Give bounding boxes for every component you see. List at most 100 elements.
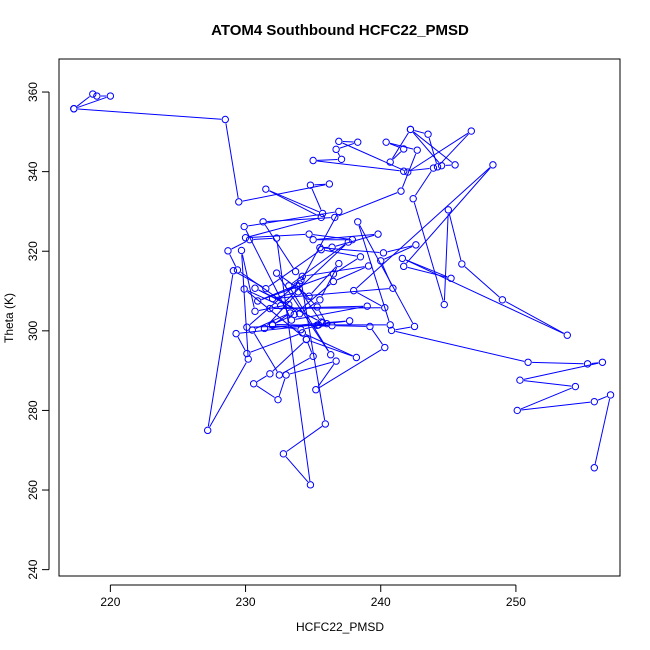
- data-point: [406, 125, 415, 134]
- data-point: [313, 303, 321, 311]
- data-point: [363, 302, 371, 310]
- data-point: [316, 243, 324, 252]
- data-point: [386, 158, 394, 166]
- series-segment: [443, 213, 449, 301]
- series-segment: [231, 241, 247, 250]
- data-point: [424, 130, 432, 138]
- data-point: [309, 235, 317, 244]
- plot-frame: [58, 58, 621, 577]
- data-point: [398, 254, 407, 263]
- series-segment: [407, 167, 430, 172]
- series-segment: [269, 190, 318, 217]
- chart-title: ATOM4 Southbound HCFC22_PMSD: [211, 22, 469, 39]
- series-segment: [523, 362, 599, 380]
- data-point: [306, 181, 315, 189]
- series-segment: [282, 357, 310, 374]
- series-segment: [389, 143, 401, 148]
- series-segment: [305, 334, 353, 357]
- data-point: [429, 164, 438, 172]
- data-point: [240, 285, 248, 293]
- series-segment: [240, 320, 346, 334]
- series-segment: [520, 387, 572, 410]
- data-point: [272, 234, 281, 242]
- y-tick-label: 340: [26, 161, 40, 181]
- x-tick-label: 240: [371, 595, 391, 609]
- series-segment: [407, 266, 448, 278]
- y-axis-label: Theta (K): [2, 293, 16, 343]
- series-segment: [323, 247, 380, 253]
- data-point: [337, 155, 346, 163]
- data-point: [377, 257, 385, 265]
- series-segment: [286, 425, 323, 452]
- data-point: [244, 355, 252, 363]
- data-point: [356, 253, 365, 261]
- data-point: [366, 322, 374, 331]
- data-point: [327, 351, 335, 359]
- data-point: [285, 282, 293, 290]
- series-segment: [521, 401, 591, 411]
- data-point: [266, 370, 274, 378]
- series-segment: [413, 131, 453, 163]
- data-point: [312, 386, 320, 394]
- data-point: [516, 376, 524, 384]
- series-segment: [278, 378, 286, 397]
- series-segment: [405, 259, 448, 278]
- data-point: [590, 397, 599, 406]
- series-segment: [318, 310, 326, 321]
- series-segment: [448, 213, 462, 261]
- series-segment: [311, 188, 322, 210]
- series-segment: [276, 241, 311, 481]
- series-segment: [384, 246, 413, 260]
- series-segment: [414, 171, 432, 196]
- data-point: [444, 206, 453, 214]
- series-segment: [276, 315, 291, 324]
- data-point: [262, 185, 270, 193]
- data-point: [93, 92, 101, 100]
- data-point: [297, 325, 305, 334]
- series-segment: [301, 284, 326, 421]
- data-point: [348, 235, 357, 244]
- series-segment: [237, 336, 246, 351]
- series-segment: [256, 375, 267, 383]
- series-segment: [356, 167, 491, 289]
- data-point: [489, 161, 497, 169]
- data-point: [243, 323, 251, 331]
- data-point: [325, 180, 334, 188]
- data-point: [349, 286, 358, 295]
- data-point: [335, 207, 343, 216]
- data-point: [409, 194, 417, 203]
- series-segment: [339, 142, 355, 149]
- data-point: [345, 317, 354, 325]
- series-points: [70, 90, 615, 489]
- series-segment: [428, 137, 437, 164]
- data-point: [389, 284, 397, 292]
- data-point: [400, 167, 408, 175]
- series-segment: [321, 266, 338, 297]
- data-point: [387, 326, 396, 335]
- series-segment: [597, 395, 608, 401]
- series-segment: [249, 217, 318, 238]
- x-axis: 220 230 240 250: [100, 584, 526, 609]
- y-tick-label: 240: [26, 559, 40, 579]
- series-segment: [314, 183, 326, 186]
- y-tick-label: 320: [26, 241, 40, 261]
- data-point: [317, 213, 325, 222]
- data-point: [268, 294, 277, 303]
- series-segment: [285, 456, 309, 483]
- data-point: [329, 270, 338, 278]
- series-segment: [240, 271, 297, 312]
- series-segment: [249, 282, 299, 326]
- data-point: [332, 145, 340, 154]
- data-point: [295, 310, 304, 318]
- series-segment: [264, 224, 294, 269]
- series-segment: [309, 340, 353, 357]
- data-point: [235, 198, 243, 206]
- data-point: [412, 241, 420, 249]
- x-tick-label: 250: [506, 595, 526, 609]
- series-segment: [258, 304, 285, 312]
- series-segment: [342, 142, 405, 171]
- data-point: [309, 352, 317, 361]
- series-segment: [414, 130, 425, 134]
- series-segment: [253, 333, 278, 372]
- series-segment: [395, 326, 411, 331]
